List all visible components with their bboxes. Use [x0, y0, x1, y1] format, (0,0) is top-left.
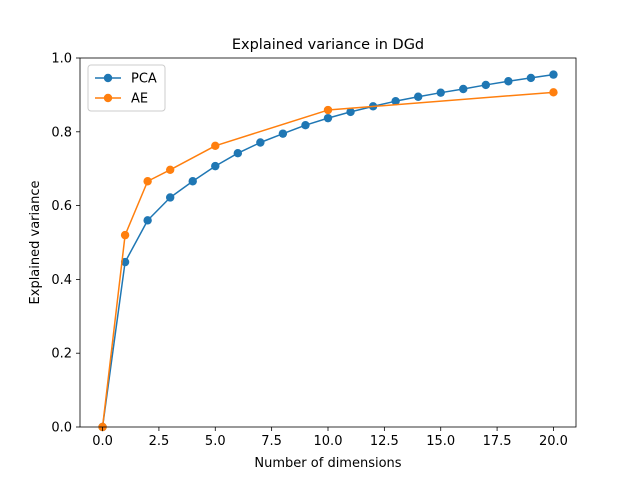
data-point-pca [413, 92, 423, 101]
y-tick-label: 0.6 [51, 199, 72, 214]
data-point-pca [504, 77, 513, 86]
data-point-pca [526, 73, 536, 83]
y-tick-label: 0.4 [51, 273, 72, 288]
data-point-pca [211, 161, 220, 171]
data-point-ae [323, 105, 333, 115]
x-tick-label: 2.5 [149, 434, 170, 449]
x-tick-label: 20.0 [539, 434, 568, 449]
data-point-pca [165, 193, 175, 202]
data-point-ae [143, 177, 152, 186]
x-tick-label: 10.0 [314, 434, 343, 449]
data-point-ae [549, 88, 558, 97]
legend-label: PCA [131, 72, 157, 87]
data-point-pca [323, 113, 333, 123]
data-point-pca [301, 120, 310, 130]
legend: PCA AE [87, 64, 166, 112]
x-tick-label: 12.5 [370, 434, 399, 449]
chart-title: Explained variance in DGd [232, 37, 424, 53]
x-axis: 0.0 2.5 5.0 7.5 10.0 12.5 15.0 17.5 20.0 [92, 427, 568, 449]
data-point-ae [165, 165, 175, 175]
data-point-ae [120, 230, 130, 240]
y-tick-label: 0.0 [51, 421, 72, 436]
series-layer [98, 70, 558, 432]
data-point-pca [120, 257, 130, 267]
x-tick-label: 17.5 [483, 434, 512, 449]
data-point-pca [278, 129, 288, 138]
series-pca [98, 70, 558, 432]
data-point-pca [256, 138, 265, 147]
data-point-pca [188, 177, 197, 186]
legend-item-pca: PCA [95, 72, 157, 87]
y-tick-label: 1.0 [51, 52, 72, 67]
x-tick-label: 5.0 [205, 434, 226, 449]
data-point-pca [391, 96, 400, 106]
legend-marker [103, 93, 113, 103]
data-point-pca [436, 88, 445, 97]
y-axis: 0.0 0.2 0.4 0.6 0.8 1.0 [51, 52, 80, 436]
x-tick-label: 15.0 [426, 434, 455, 449]
legend-item-ae: AE [95, 92, 148, 107]
y-tick-label: 0.8 [51, 125, 72, 140]
data-point-pca [346, 107, 355, 117]
x-axis-label: Number of dimensions [254, 456, 401, 471]
data-point-pca [459, 84, 468, 94]
x-tick-label: 7.5 [261, 434, 282, 449]
y-axis-label: Explained variance [28, 181, 43, 305]
x-tick-label: 0.0 [92, 434, 113, 449]
series-ae [98, 88, 558, 432]
data-point-ae [211, 141, 220, 151]
data-point-pca [143, 216, 152, 225]
y-tick-label: 0.2 [51, 347, 72, 362]
legend-label: AE [131, 92, 148, 107]
data-point-pca [549, 70, 558, 79]
data-point-pca [481, 80, 491, 90]
data-point-pca [233, 149, 243, 158]
legend-marker [103, 73, 113, 83]
